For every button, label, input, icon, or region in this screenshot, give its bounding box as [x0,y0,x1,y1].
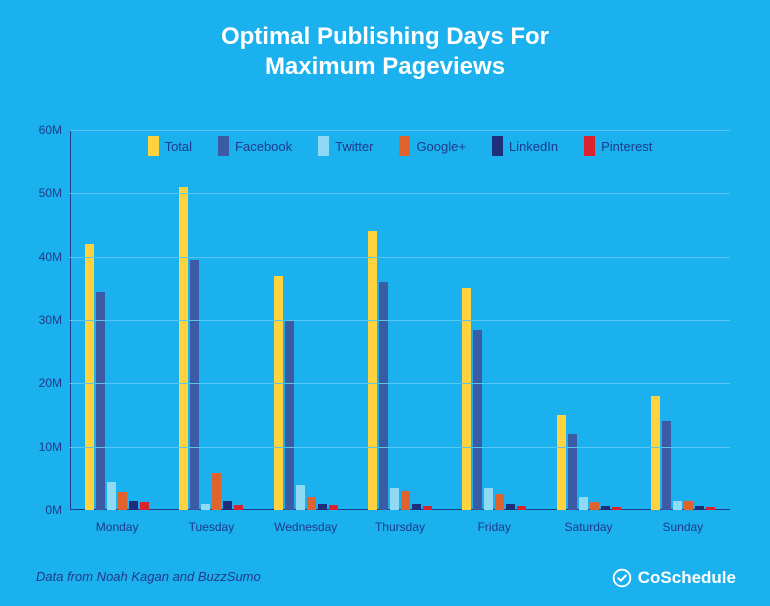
x-tick-label: Monday [70,510,164,534]
bar [274,276,283,510]
legend-item: Total [148,136,192,156]
x-tick-label: Wednesday [259,510,353,534]
bar [296,485,305,510]
bar [662,421,671,510]
legend-label: Total [165,139,192,154]
legend-label: Twitter [335,139,373,154]
legend-label: LinkedIn [509,139,558,154]
legend-label: Pinterest [601,139,652,154]
bar [190,260,199,510]
bar [140,502,149,510]
legend-item: Pinterest [584,136,652,156]
x-tick-label: Friday [447,510,541,534]
bar [557,415,566,510]
legend-item: LinkedIn [492,136,558,156]
legend-swatch [399,136,410,156]
legend-item: Google+ [399,136,466,156]
x-tick-label: Tuesday [164,510,258,534]
gridline [70,447,730,448]
legend-label: Facebook [235,139,292,154]
legend-swatch [584,136,595,156]
bar [368,231,377,510]
x-tick-label: Saturday [541,510,635,534]
legend-swatch [218,136,229,156]
bar [401,491,410,510]
y-tick-label: 60M [39,123,70,137]
gridline [70,320,730,321]
brand-logo: CoSchedule [612,568,736,588]
y-tick-label: 50M [39,186,70,200]
checkmark-circle-icon [612,568,632,588]
bar [85,244,94,510]
y-tick-label: 0M [45,503,70,517]
bar [285,320,294,510]
y-tick-label: 20M [39,376,70,390]
legend-swatch [318,136,329,156]
legend-swatch [148,136,159,156]
legend-swatch [492,136,503,156]
bar [223,501,232,511]
bar [684,501,693,511]
bar [307,497,316,510]
legend-item: Twitter [318,136,373,156]
bar [462,288,471,510]
gridline [70,193,730,194]
bar [379,282,388,510]
bar [495,494,504,510]
bar [107,482,116,511]
legend-item: Facebook [218,136,292,156]
title-line-1: Optimal Publishing Days For [0,22,770,52]
chart-frame: Optimal Publishing Days For Maximum Page… [0,0,770,606]
legend: Total Facebook Twitter Google+ LinkedIn Pinte… [70,130,730,156]
chart-title: Optimal Publishing Days For Maximum Page… [0,22,770,82]
title-line-2: Maximum Pageviews [0,52,770,82]
legend-label: Google+ [416,139,466,154]
bar [651,396,660,510]
bar [568,434,577,510]
y-tick-label: 10M [39,440,70,454]
x-tick-label: Thursday [353,510,447,534]
brand-name: CoSchedule [638,568,736,588]
y-tick-label: 40M [39,250,70,264]
bar [118,492,127,510]
bar [673,501,682,511]
chart-area: MondayTuesdayWednesdayThursdayFridaySatu… [70,130,730,510]
bar [579,497,588,510]
data-source: Data from Noah Kagan and BuzzSumo [36,569,261,584]
bar [212,473,221,510]
x-tick-label: Sunday [636,510,730,534]
bar [390,488,399,510]
plot-area: MondayTuesdayWednesdayThursdayFridaySatu… [70,130,730,510]
bar [129,501,138,511]
bar [484,488,493,510]
gridline [70,383,730,384]
bar [96,292,105,511]
gridline [70,257,730,258]
bar [473,330,482,511]
y-tick-label: 30M [39,313,70,327]
bar [590,502,599,510]
bar [179,187,188,510]
